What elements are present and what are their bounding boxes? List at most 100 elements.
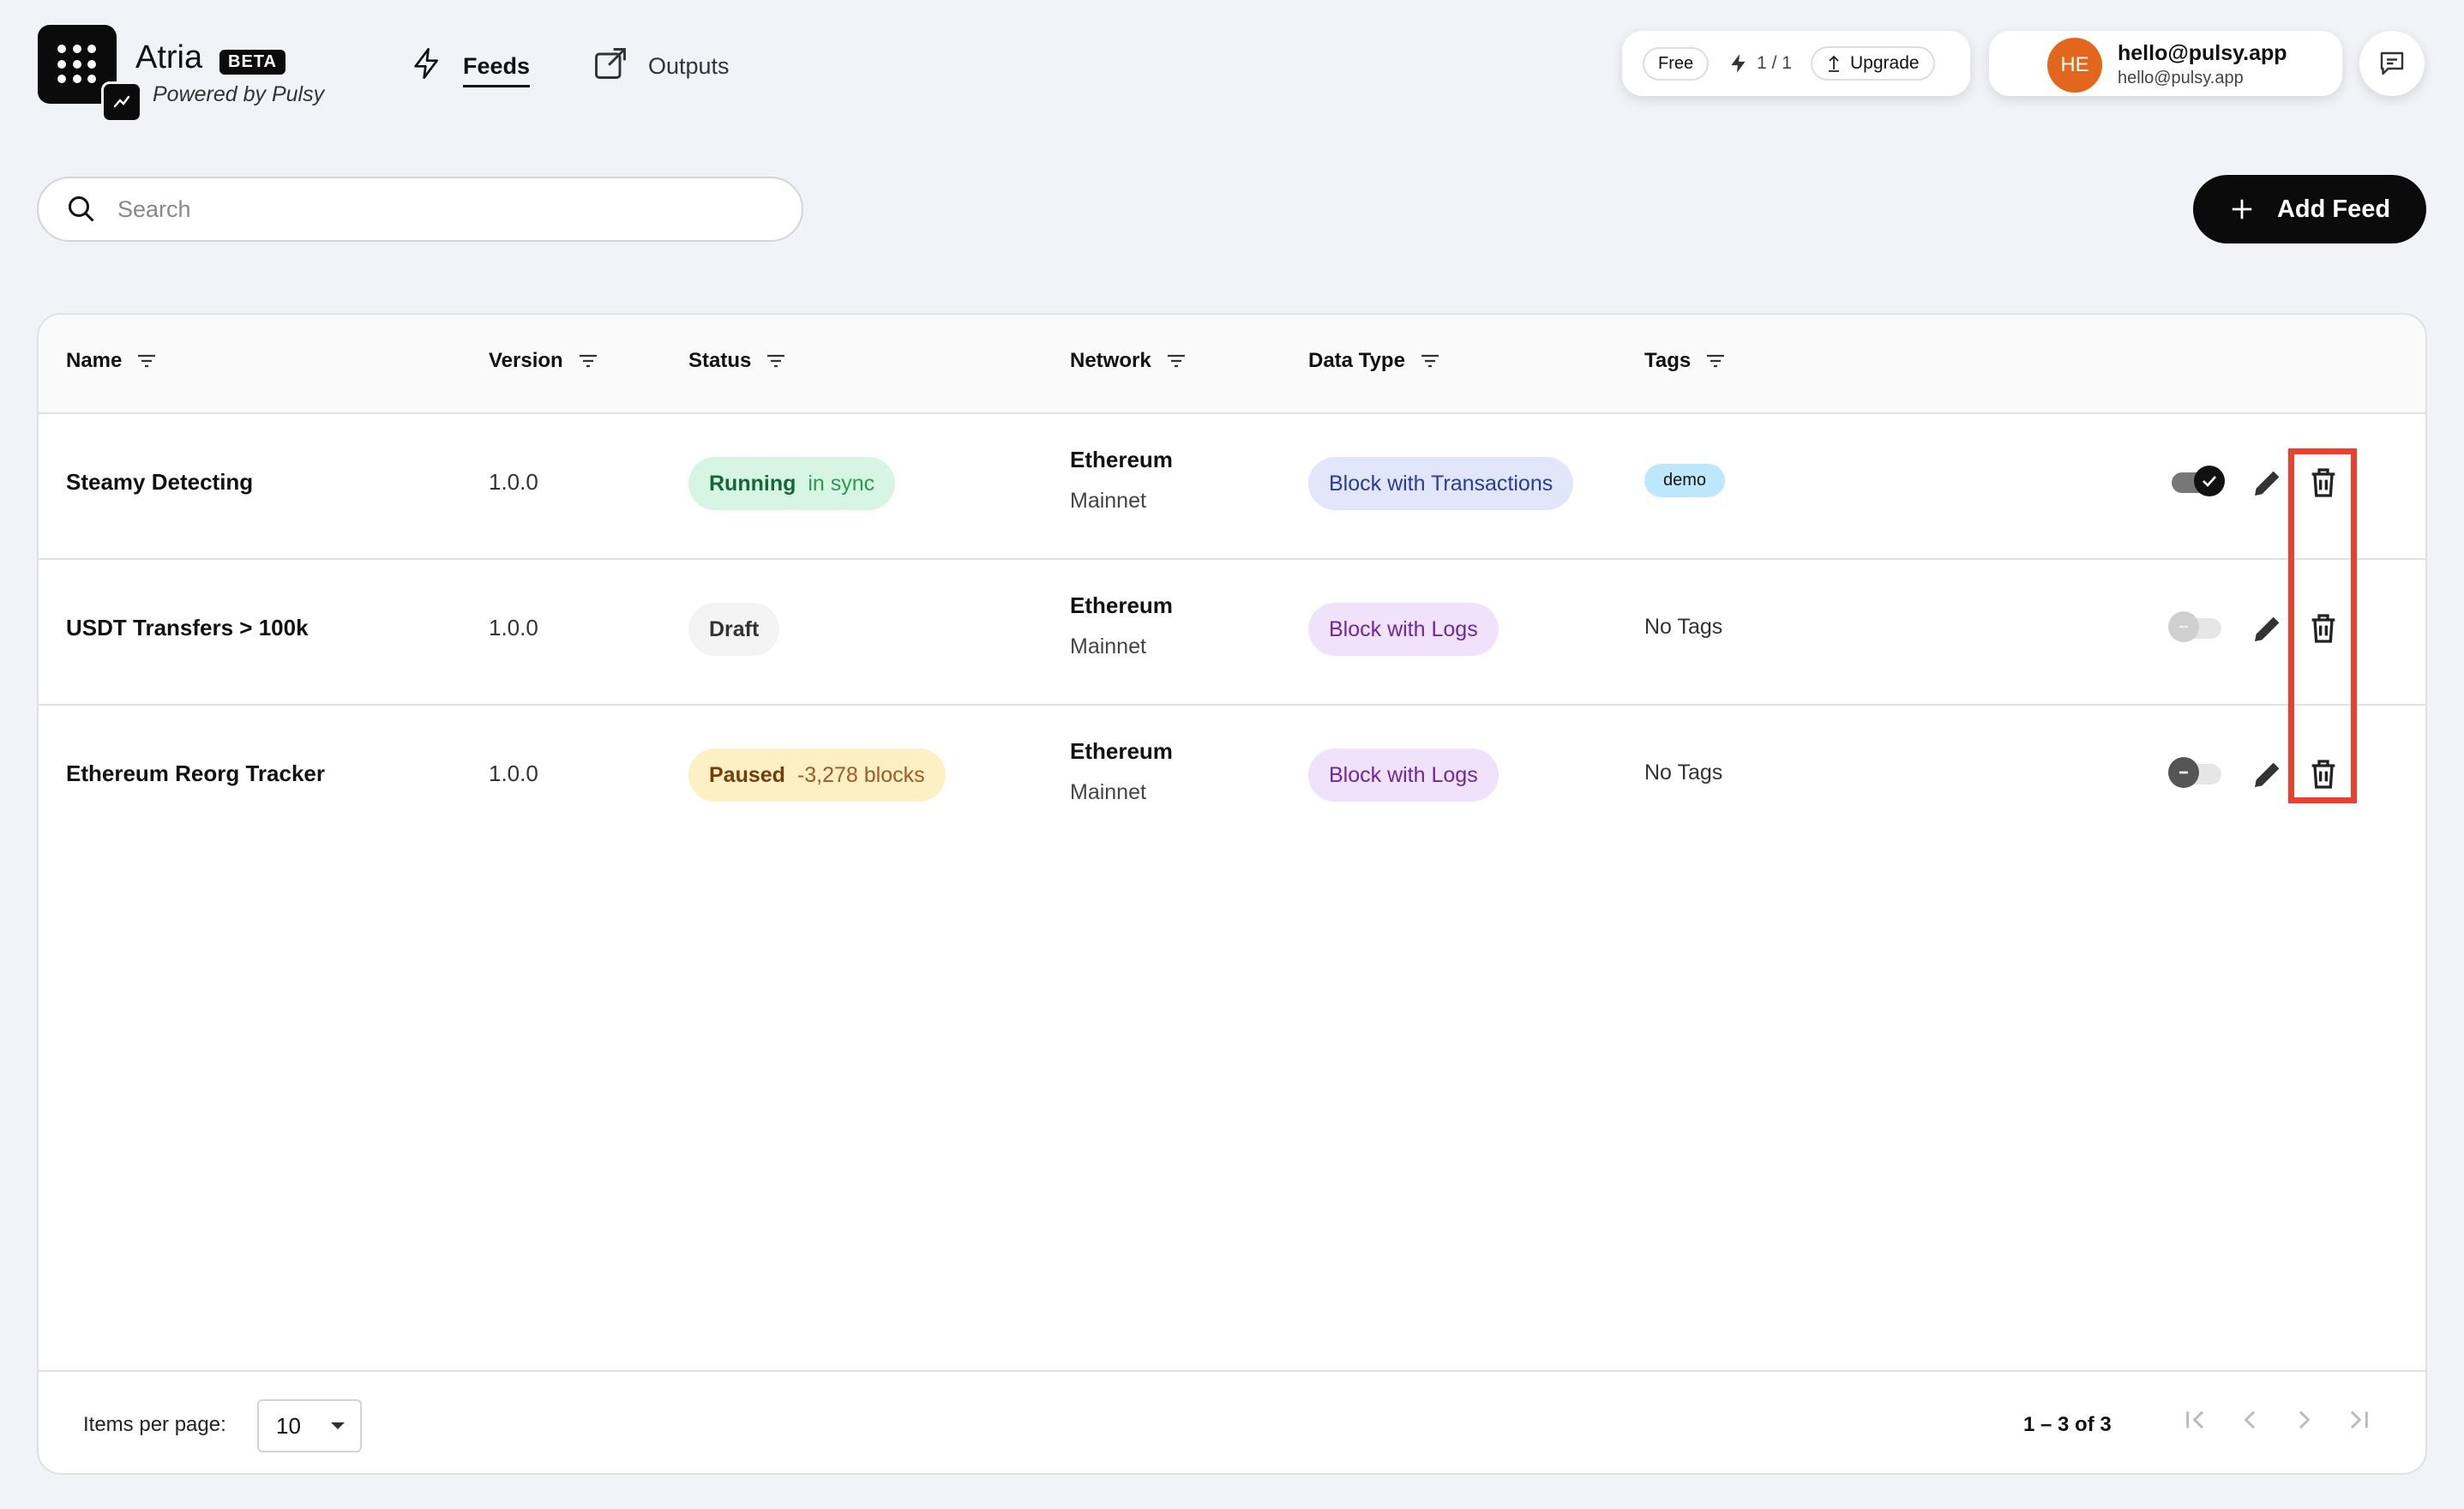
search-box[interactable] xyxy=(37,177,803,242)
column-network[interactable]: Network xyxy=(1070,349,1186,373)
column-data-type[interactable]: Data Type xyxy=(1308,349,1439,373)
chat-icon xyxy=(2380,51,2404,75)
first-page-icon[interactable] xyxy=(2182,1406,2209,1438)
data-type-badge: Block with Logs xyxy=(1308,603,1499,656)
table-row[interactable]: USDT Transfers > 100k 1.0.0 Draft Ethere… xyxy=(39,558,2425,706)
table-row[interactable]: Ethereum Reorg Tracker 1.0.0 Paused -3,2… xyxy=(39,704,2425,850)
app-logo[interactable] xyxy=(38,25,117,104)
network: Ethereum Mainnet xyxy=(1070,592,1173,659)
last-page-icon[interactable] xyxy=(2345,1406,2372,1438)
bolt-icon xyxy=(410,45,444,88)
enable-toggle[interactable] xyxy=(2172,466,2225,496)
column-tags[interactable]: Tags xyxy=(1644,349,1725,373)
feed-name[interactable]: USDT Transfers > 100k xyxy=(66,615,309,640)
trash-icon xyxy=(2311,614,2335,643)
minus-icon xyxy=(2168,757,2199,788)
network-name: Ethereum xyxy=(1070,447,1173,472)
upgrade-button[interactable]: Upgrade xyxy=(1811,46,1935,81)
filter-icon xyxy=(1707,354,1725,368)
network-sub: Mainnet xyxy=(1070,780,1146,804)
trash-icon xyxy=(2311,468,2335,497)
nav-feeds[interactable]: Feeds xyxy=(410,45,531,88)
add-feed-button[interactable]: Add Feed xyxy=(2193,175,2426,243)
filter-icon xyxy=(1167,354,1185,368)
credits: 1 / 1 xyxy=(1728,52,1792,75)
status-label: Running xyxy=(709,471,796,496)
app-title: Atria xyxy=(135,39,203,75)
column-name[interactable]: Name xyxy=(66,349,156,373)
status-label: Draft xyxy=(709,616,760,641)
page-range: 1 – 3 of 3 xyxy=(2023,1413,2112,1436)
column-version[interactable]: Version xyxy=(489,349,598,373)
delete-button[interactable] xyxy=(2306,611,2341,652)
enable-toggle[interactable] xyxy=(2168,757,2221,788)
beta-badge: BETA xyxy=(219,50,285,75)
filter-icon xyxy=(767,354,785,368)
edit-button[interactable] xyxy=(2251,757,2285,797)
table-header: Name Version Status Network Data Type Ta… xyxy=(39,315,2425,414)
check-icon xyxy=(2194,466,2225,496)
upgrade-label: Upgrade xyxy=(1850,53,1920,73)
table-row[interactable]: Steamy Detecting 1.0.0 Running in sync E… xyxy=(39,412,2425,560)
minus-icon xyxy=(2168,611,2199,642)
pencil-icon xyxy=(2255,616,2280,641)
feed-name[interactable]: Ethereum Reorg Tracker xyxy=(66,761,326,786)
plus-icon xyxy=(2232,199,2252,219)
bolt-icon xyxy=(1731,54,1746,73)
nav-outputs-label: Outputs xyxy=(648,53,730,79)
status-detail: -3,278 blocks xyxy=(796,762,925,787)
column-status[interactable]: Status xyxy=(688,349,785,373)
grid-dots-icon xyxy=(57,45,97,84)
network-sub: Mainnet xyxy=(1070,489,1146,513)
network-name: Ethereum xyxy=(1070,592,1173,618)
delete-button[interactable] xyxy=(2306,466,2341,506)
powered-by: Powered by Pulsy xyxy=(153,82,325,106)
feed-version: 1.0.0 xyxy=(489,469,538,495)
edit-button[interactable] xyxy=(2251,611,2285,652)
tag-chip[interactable]: demo xyxy=(1644,464,1726,497)
network-name: Ethereum xyxy=(1070,738,1173,764)
add-feed-label: Add Feed xyxy=(2276,195,2391,223)
plan-badge: Free xyxy=(1643,46,1710,81)
feed-name[interactable]: Steamy Detecting xyxy=(66,469,254,495)
next-page-icon[interactable] xyxy=(2290,1406,2317,1438)
nav-feeds-label: Feeds xyxy=(463,53,531,87)
status-label: Paused xyxy=(709,762,785,787)
avatar: HE xyxy=(2047,38,2102,93)
feedback-button[interactable] xyxy=(2359,31,2425,96)
status-badge: Running in sync xyxy=(688,457,896,510)
user-name: hello@pulsy.app xyxy=(2118,41,2287,65)
no-tags: No Tags xyxy=(1644,761,1723,785)
trash-icon xyxy=(2311,760,2335,789)
network: Ethereum Mainnet xyxy=(1070,447,1173,514)
search-input[interactable] xyxy=(116,195,719,224)
user-menu[interactable]: HE hello@pulsy.app hello@pulsy.app xyxy=(1989,31,2342,96)
status-badge: Paused -3,278 blocks xyxy=(688,748,946,802)
arrow-up-icon xyxy=(1829,55,1839,72)
delete-column-highlight xyxy=(2288,448,2357,803)
edit-button[interactable] xyxy=(2251,466,2285,506)
network-sub: Mainnet xyxy=(1070,634,1146,658)
pagination: Items per page: 10 1 – 3 of 3 xyxy=(39,1370,2425,1473)
data-type-badge: Block with Transactions xyxy=(1308,457,1574,510)
pencil-icon xyxy=(2255,762,2280,787)
filter-icon xyxy=(579,354,597,368)
delete-button[interactable] xyxy=(2306,757,2341,797)
feed-version: 1.0.0 xyxy=(489,615,538,640)
prev-page-icon[interactable] xyxy=(2237,1406,2264,1438)
search-icon xyxy=(69,196,94,222)
filter-icon xyxy=(1421,354,1439,368)
status-badge: Draft xyxy=(688,603,780,656)
trend-icon xyxy=(101,81,142,123)
caret-down-icon xyxy=(331,1422,345,1429)
external-link-icon xyxy=(592,45,629,88)
no-tags: No Tags xyxy=(1644,615,1723,639)
pencil-icon xyxy=(2255,471,2280,496)
network: Ethereum Mainnet xyxy=(1070,738,1173,805)
items-per-page-select[interactable]: 10 xyxy=(257,1399,362,1452)
feeds-table: Name Version Status Network Data Type Ta… xyxy=(37,313,2427,1475)
credits-count: 1 / 1 xyxy=(1757,53,1792,73)
nav-outputs[interactable]: Outputs xyxy=(592,45,730,88)
enable-toggle[interactable] xyxy=(2168,611,2221,642)
items-per-page-label: Items per page: xyxy=(83,1413,226,1436)
